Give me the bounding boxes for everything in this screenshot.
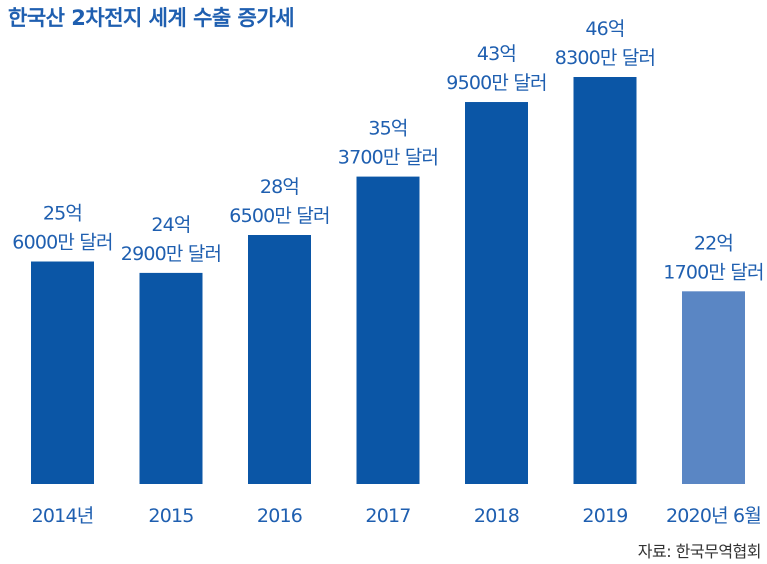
data-label-eok-1: 24억 bbox=[151, 214, 190, 236]
source-note: 자료: 한국무역협회 bbox=[637, 542, 762, 561]
data-label-eok-3: 35억 bbox=[368, 118, 407, 140]
bar-1 bbox=[139, 272, 203, 484]
bars-group bbox=[31, 77, 745, 485]
x-tick-label-6: 2020년 6월 bbox=[666, 505, 761, 527]
x-tick-labels-group: 2014년 2015 2016 2017 2018 2019 2020년 6월 bbox=[32, 505, 762, 527]
x-tick-label-1: 2015 bbox=[148, 505, 193, 527]
bar-5 bbox=[573, 77, 637, 484]
x-tick-label-5: 2019 bbox=[582, 505, 627, 527]
data-label-eok-6: 22억 bbox=[694, 232, 733, 254]
x-tick-label-4: 2018 bbox=[474, 505, 519, 527]
x-tick-label-2: 2016 bbox=[257, 505, 302, 527]
data-label-man-3: 3700만 달러 bbox=[338, 147, 438, 169]
data-label-man-4: 9500만 달러 bbox=[446, 72, 546, 94]
data-label-eok-4: 43억 bbox=[477, 43, 516, 65]
data-label-man-2: 6500만 달러 bbox=[229, 205, 329, 227]
data-labels-group: 25억 6000만 달러 24억 2900만 달러 28억 6500만 달러 35억 3700… bbox=[12, 18, 764, 283]
bar-3 bbox=[356, 176, 420, 484]
bar-0 bbox=[31, 261, 94, 484]
chart-title: 한국산 2차전지 세계 수출 증가세 bbox=[8, 6, 295, 30]
data-label-eok-2: 28억 bbox=[260, 176, 299, 198]
data-label-eok-0: 25억 bbox=[43, 203, 82, 225]
bar-6 bbox=[682, 291, 745, 484]
data-label-man-5: 8300만 달러 bbox=[555, 47, 655, 69]
data-label-man-0: 6000만 달러 bbox=[12, 232, 112, 254]
x-tick-label-0: 2014년 bbox=[32, 505, 94, 527]
data-label-eok-5: 46억 bbox=[585, 18, 624, 40]
bar-4 bbox=[465, 102, 528, 485]
data-label-man-6: 1700만 달러 bbox=[663, 261, 763, 283]
x-tick-label-3: 2017 bbox=[365, 505, 410, 527]
data-label-man-1: 2900만 달러 bbox=[121, 243, 221, 265]
bar-2 bbox=[248, 235, 311, 484]
